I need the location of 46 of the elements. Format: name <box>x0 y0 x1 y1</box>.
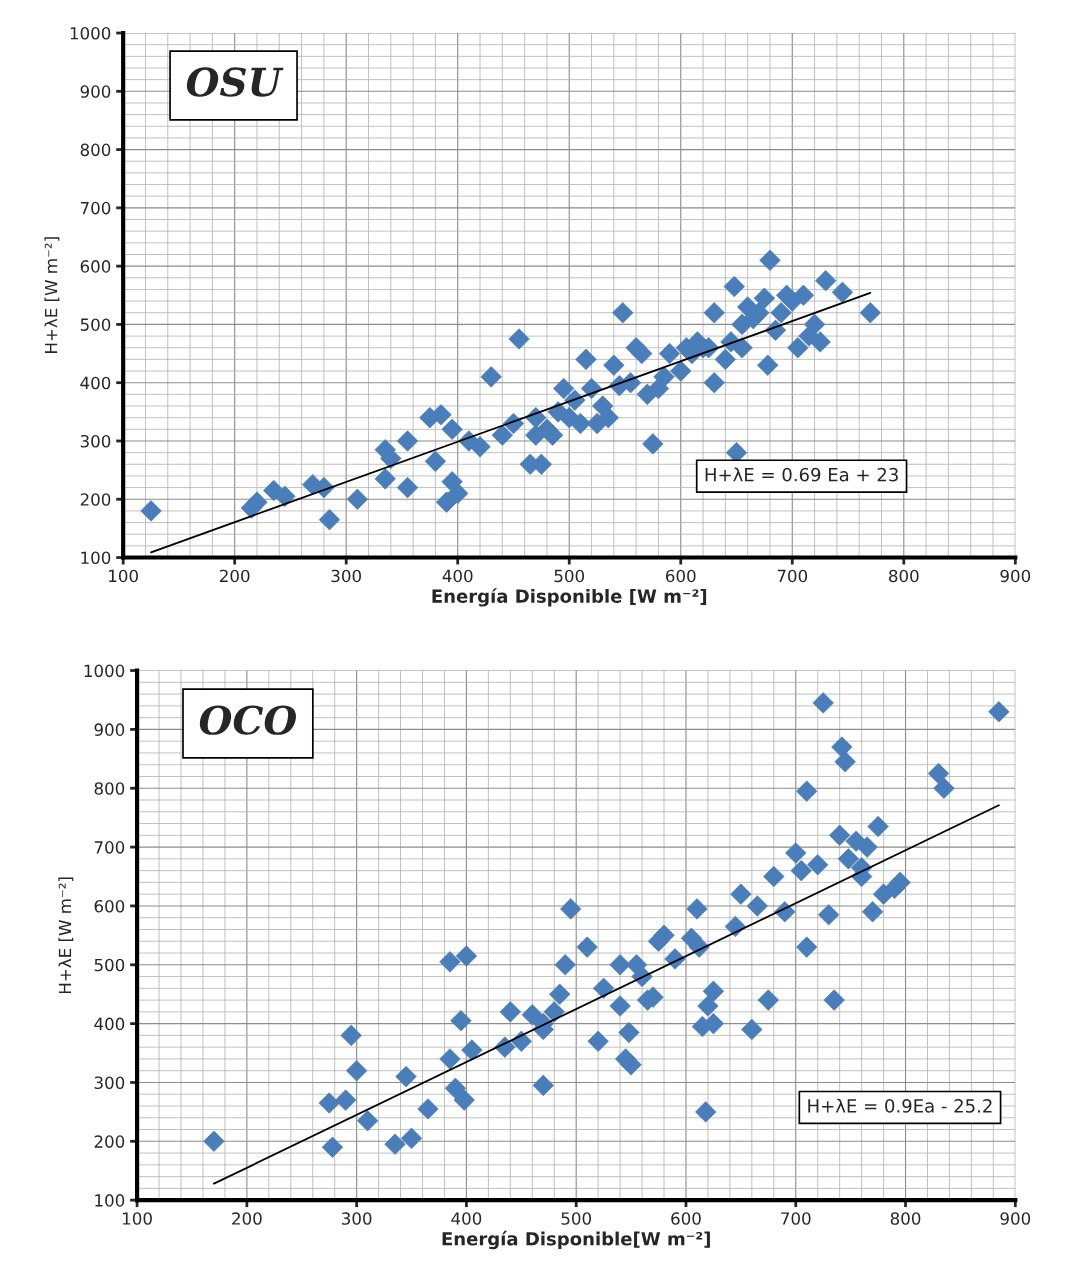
y-axis-title: H+λE [W m⁻²] <box>44 237 60 353</box>
y-tick-label: 400 <box>80 376 111 390</box>
annotation: H+λE = 0.69 Ea + 23 <box>705 467 898 482</box>
x-tick-label: 900 <box>1000 569 1031 583</box>
x-axis-title: Energía Disponible [W m⁻²] <box>432 588 707 607</box>
y-tick-label: 500 <box>94 958 125 972</box>
y-tick-label: 900 <box>94 723 125 736</box>
y-tick-label: 100 <box>81 551 111 565</box>
y-tick-label: 200 <box>94 1135 125 1148</box>
x-tick-label: 700 <box>777 569 808 583</box>
y-tick-label: 1000 <box>84 664 125 678</box>
x-tick-label: 500 <box>554 569 585 583</box>
x-tick-label: 700 <box>781 1212 811 1225</box>
x-axis-title: Energía Disponible[W m⁻²] <box>442 1230 710 1250</box>
y-tick-label: 200 <box>80 493 111 506</box>
x-tick-label: 300 <box>331 569 361 583</box>
y-tick-label: 100 <box>95 1194 125 1207</box>
y-tick-label: 900 <box>80 85 111 98</box>
x-tick-label: 900 <box>1000 1212 1031 1225</box>
y-axis-title: H+λE [W m⁻²] <box>58 877 74 994</box>
y-tick-label: 300 <box>94 1076 125 1090</box>
x-tick-label: 100 <box>109 569 138 583</box>
y-tick-label: 700 <box>94 841 125 854</box>
x-tick-label: 200 <box>220 569 250 583</box>
y-tick-label: 700 <box>80 201 111 215</box>
y-tick-label: 600 <box>80 260 111 273</box>
x-tick-label: 600 <box>666 569 696 583</box>
text: OSU <box>186 67 284 97</box>
x-tick-label: 800 <box>889 569 919 583</box>
y-tick-label: 500 <box>80 318 111 331</box>
y-tick-label: 1000 <box>70 26 111 40</box>
y-tick-label: 300 <box>80 434 111 448</box>
y-tick-label: 800 <box>94 782 125 795</box>
y-tick-label: 800 <box>80 143 111 157</box>
y-tick-label: 600 <box>94 899 125 913</box>
y-tick-label: 400 <box>94 1017 125 1031</box>
text: OCO <box>199 705 296 735</box>
x-tick-label: 200 <box>232 1212 262 1225</box>
x-tick-label: 400 <box>442 569 473 583</box>
x-tick-label: 300 <box>342 1212 372 1225</box>
x-tick-label: 400 <box>451 1212 482 1225</box>
x-tick-label: 100 <box>123 1212 152 1225</box>
x-tick-label: 800 <box>890 1212 921 1225</box>
x-tick-label: 600 <box>671 1212 701 1225</box>
x-tick-label: 500 <box>561 1212 591 1225</box>
annotation: H+λE = 0.9Ea - 25.2 <box>808 1098 992 1113</box>
